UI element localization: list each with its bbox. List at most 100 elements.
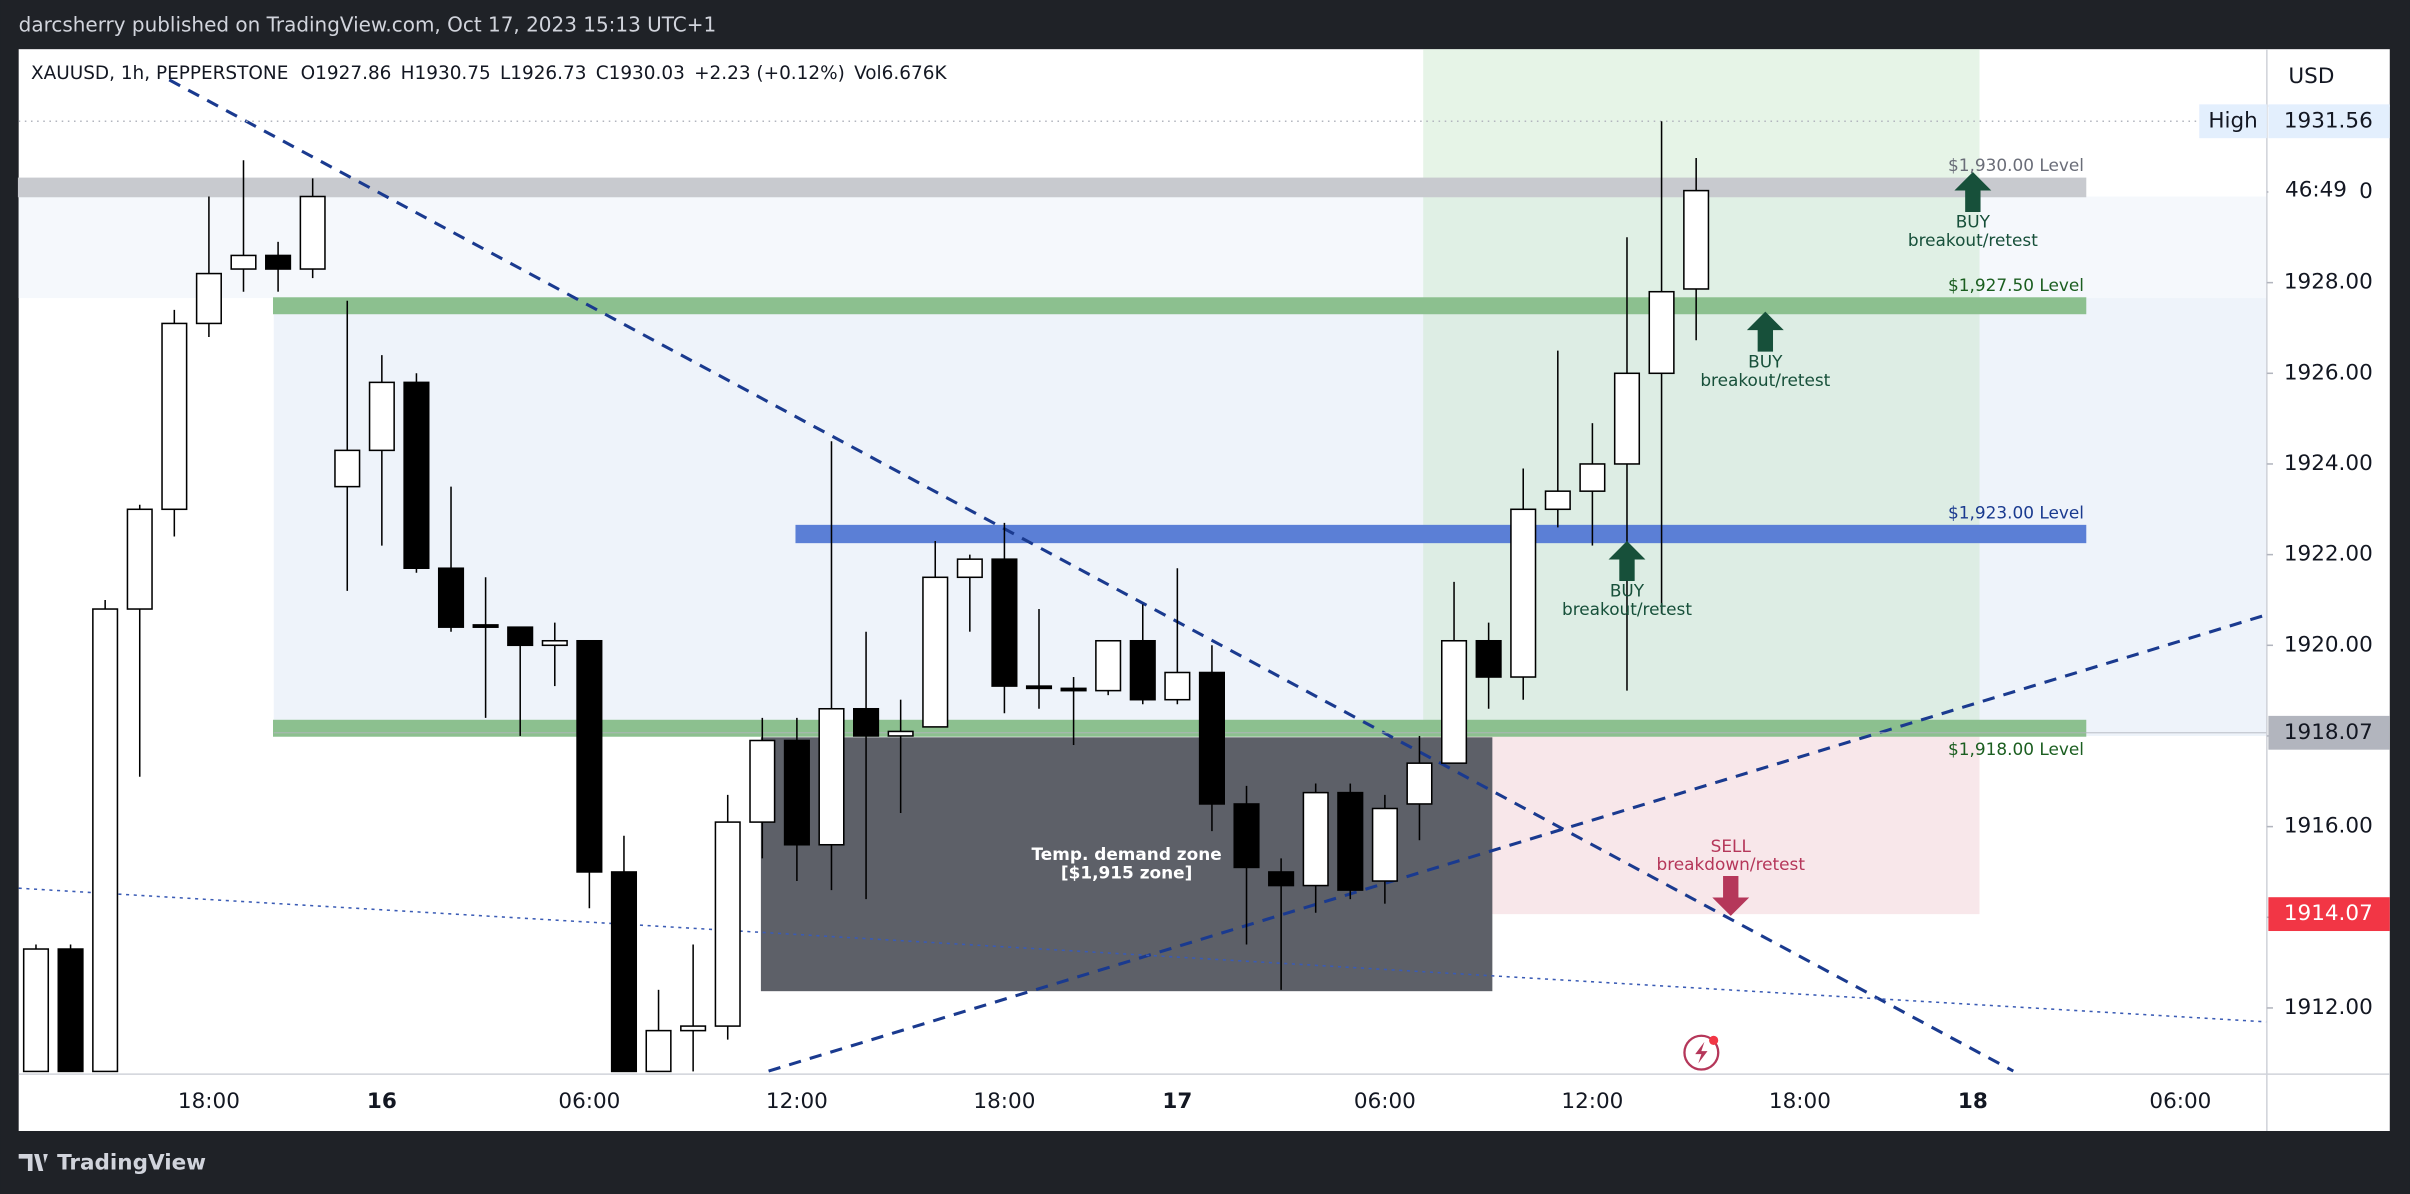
candle-body bbox=[299, 195, 326, 270]
candle-body bbox=[92, 608, 119, 1073]
price-tag-box bbox=[2268, 715, 2390, 750]
logo bbox=[18, 1154, 48, 1171]
candle-body bbox=[1198, 671, 1226, 805]
candle-body bbox=[887, 730, 914, 737]
candle-body bbox=[161, 322, 188, 511]
candle-body bbox=[853, 707, 880, 737]
level-label: $1,918.00 Level bbox=[1948, 739, 2084, 759]
header: darcsherry published on TradingView.com,… bbox=[19, 13, 717, 37]
high-tag: 1931.56 bbox=[2284, 108, 2373, 133]
y-tick-label: 1912.00 bbox=[2284, 995, 2373, 1020]
candle-body bbox=[437, 567, 465, 628]
candle-body bbox=[57, 948, 84, 1073]
countdown: 46:49 bbox=[2285, 178, 2347, 203]
signal-label: BUY bbox=[1610, 581, 1645, 601]
demand-zone bbox=[760, 737, 1493, 992]
legend-item: H1930.75 bbox=[401, 63, 491, 84]
candle-body bbox=[368, 381, 395, 452]
trend-line bbox=[768, 613, 2268, 1073]
candle-body bbox=[783, 739, 810, 846]
signal-label: SELL bbox=[1711, 836, 1752, 856]
candle-body bbox=[1510, 508, 1537, 678]
stop-zone bbox=[1423, 732, 1980, 915]
legend-item: XAUUSD, 1h, PEPPERSTONE bbox=[31, 63, 288, 84]
candle-body bbox=[1337, 791, 1364, 891]
candle-body bbox=[1648, 290, 1675, 375]
high-name: High bbox=[2208, 108, 2257, 133]
range-tint bbox=[18, 196, 2267, 299]
y-tick-label: 1922.00 bbox=[2284, 542, 2373, 567]
x-tick-label: 18:00 bbox=[973, 1089, 1035, 1114]
candle-body bbox=[749, 739, 776, 823]
zone-label: Temp. demand zone bbox=[1032, 844, 1222, 864]
candle-body bbox=[576, 639, 603, 873]
x-tick-label: 06:00 bbox=[1354, 1089, 1416, 1114]
y-tick-label: 1916.00 bbox=[2284, 814, 2373, 839]
signal-arrow bbox=[1746, 311, 1784, 352]
candle-body bbox=[1129, 639, 1156, 701]
signal-arrow bbox=[1954, 172, 1992, 212]
candle-body bbox=[1579, 463, 1606, 492]
signal-label: BUY bbox=[1748, 351, 1783, 371]
x-tick-label: 18:00 bbox=[178, 1089, 240, 1114]
candle-body bbox=[1095, 639, 1122, 692]
x-tick-label: 17 bbox=[1162, 1089, 1192, 1114]
candle-body bbox=[195, 272, 222, 325]
countdown-box bbox=[2268, 173, 2361, 208]
brand-name: TradingView bbox=[57, 1150, 206, 1175]
level-band bbox=[795, 524, 2087, 544]
level-label: $1,923.00 Level bbox=[1948, 502, 2084, 522]
signal-label: breakdown/retest bbox=[1656, 854, 1805, 874]
candle-body bbox=[645, 1029, 672, 1073]
candle-body bbox=[1060, 687, 1087, 692]
range-tint bbox=[273, 298, 2267, 736]
icon bbox=[1709, 1035, 1719, 1045]
x-tick-label: 06:00 bbox=[2149, 1089, 2211, 1114]
candle-body bbox=[956, 558, 983, 579]
y-tick-label: 1926.00 bbox=[2284, 360, 2373, 385]
y-tick-label: 1920.00 bbox=[2284, 632, 2373, 657]
level-label: $1,930.00 Level bbox=[1948, 155, 2084, 175]
signal-label: BUY bbox=[1956, 212, 1991, 232]
candle-body bbox=[22, 948, 50, 1073]
legend-item: +2.23 (+0.12%) bbox=[694, 63, 845, 84]
x-tick-label: 16 bbox=[367, 1089, 397, 1114]
x-tick-label: 18:00 bbox=[1769, 1089, 1831, 1114]
level-label: $1,927.50 Level bbox=[1948, 275, 2084, 295]
x-tick-label: 12:00 bbox=[766, 1089, 828, 1114]
candle-body bbox=[126, 508, 153, 610]
x-tick-label: 12:00 bbox=[1561, 1089, 1623, 1114]
candle-body bbox=[265, 254, 292, 270]
candle-body bbox=[541, 639, 568, 647]
candle-body bbox=[1371, 807, 1398, 882]
candle-body bbox=[818, 707, 845, 846]
candle-body bbox=[922, 576, 949, 728]
price-tag: 1914.07 bbox=[2284, 901, 2373, 926]
signal-label: breakout/retest bbox=[1562, 599, 1692, 619]
legend-item: L1926.73 bbox=[500, 63, 587, 84]
legend-item: O1927.86 bbox=[301, 63, 392, 84]
candle-body bbox=[610, 871, 638, 1073]
legend-item: C1930.03 bbox=[596, 63, 685, 84]
plot: Temp. demand zone[$1,915 zone] $1,930.00 … bbox=[17, 49, 2268, 1073]
high-tag-box bbox=[2268, 104, 2390, 139]
candle-body bbox=[1440, 639, 1468, 764]
candle-body bbox=[714, 821, 741, 1027]
signal-label: breakout/retest bbox=[1908, 230, 2038, 250]
x-tick-label: 18 bbox=[1958, 1089, 1988, 1114]
candle-body bbox=[1268, 871, 1295, 887]
price-tag: 1918.07 bbox=[2284, 720, 2373, 745]
candle-body bbox=[507, 626, 534, 647]
candle-body bbox=[1302, 791, 1329, 887]
candle-body bbox=[1683, 189, 1710, 290]
legend: XAUUSD, 1h, PEPPERSTONE O1927.86 H1930.75 L… bbox=[31, 63, 947, 84]
zone-label: [$1,915 zone] bbox=[1061, 862, 1192, 882]
icon bbox=[1695, 1041, 1708, 1064]
candle-body bbox=[1233, 803, 1260, 869]
candle-body bbox=[230, 254, 257, 270]
y-tick-label: 1928.00 bbox=[2284, 270, 2373, 295]
candle-body bbox=[680, 1025, 707, 1032]
trend-line bbox=[18, 887, 2267, 1023]
candle-body bbox=[1475, 639, 1502, 678]
